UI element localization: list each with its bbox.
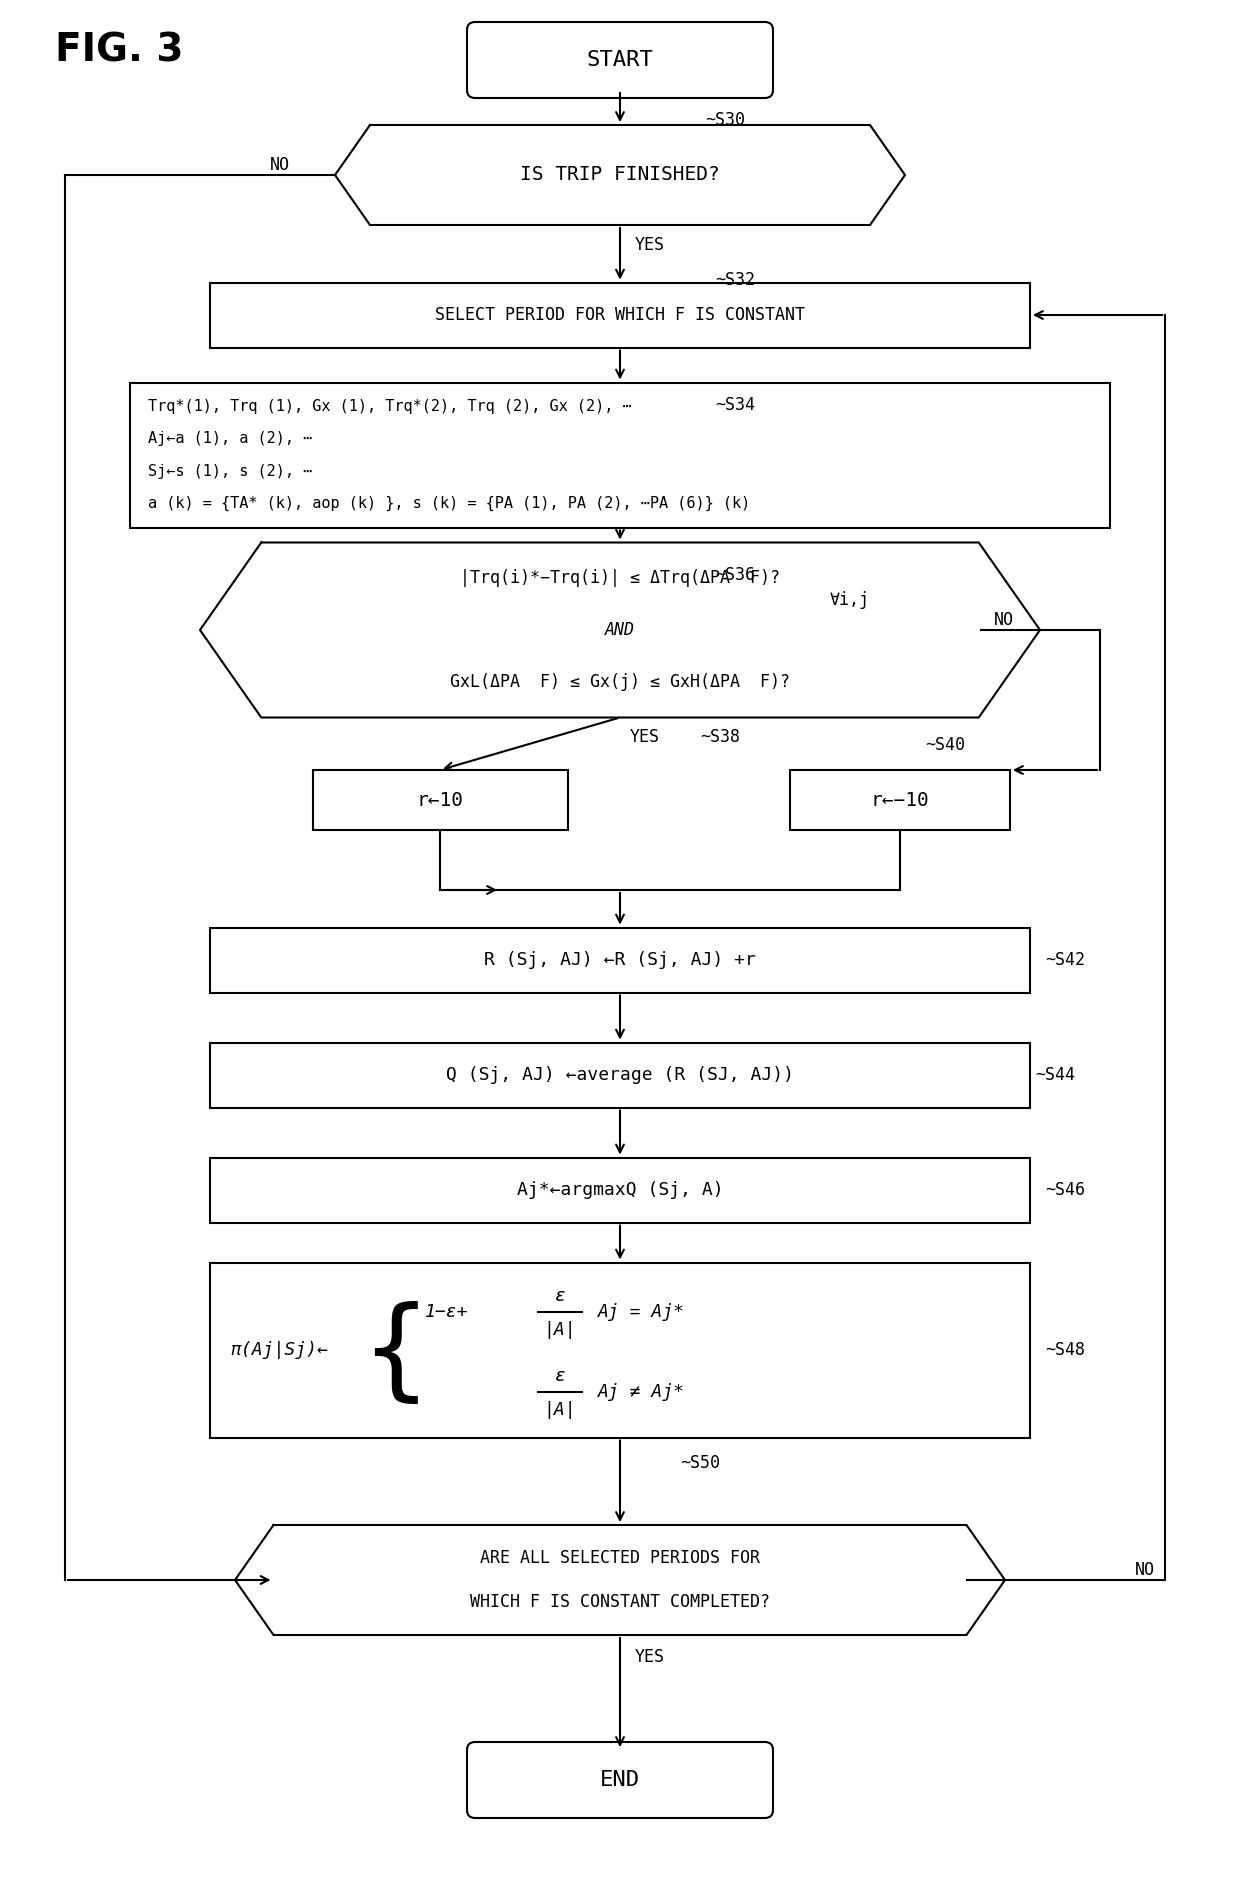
- Text: R (Sj, AJ) ←R (Sj, AJ) +r: R (Sj, AJ) ←R (Sj, AJ) +r: [484, 950, 756, 969]
- Bar: [130, 382, 1110, 527]
- Text: 1−ε+: 1−ε+: [425, 1303, 469, 1320]
- FancyBboxPatch shape: [467, 23, 773, 98]
- Text: r←10: r←10: [417, 790, 464, 810]
- Text: |A|: |A|: [543, 1320, 577, 1339]
- Text: |A|: |A|: [543, 1402, 577, 1419]
- Text: NO: NO: [270, 157, 290, 174]
- Text: YES: YES: [630, 729, 660, 746]
- Text: ~S34: ~S34: [715, 397, 755, 414]
- Bar: [210, 283, 1030, 348]
- Text: YES: YES: [635, 236, 665, 253]
- Text: Aj*←argmaxQ (Sj, A): Aj*←argmaxQ (Sj, A): [517, 1181, 723, 1200]
- Text: END: END: [600, 1770, 640, 1791]
- Text: FIG. 3: FIG. 3: [55, 30, 184, 70]
- Text: SELECT PERIOD FOR WHICH F IS CONSTANT: SELECT PERIOD FOR WHICH F IS CONSTANT: [435, 306, 805, 325]
- Text: ARE ALL SELECTED PERIODS FOR: ARE ALL SELECTED PERIODS FOR: [480, 1549, 760, 1568]
- Text: AND: AND: [605, 621, 635, 638]
- Text: ~S30: ~S30: [706, 111, 745, 128]
- Text: Aj ≠ Aj*: Aj ≠ Aj*: [598, 1383, 684, 1402]
- Bar: [210, 1262, 1030, 1438]
- Text: ~S40: ~S40: [925, 737, 965, 754]
- FancyBboxPatch shape: [467, 1742, 773, 1817]
- Polygon shape: [200, 542, 1040, 718]
- Polygon shape: [236, 1524, 1004, 1636]
- Text: {: {: [360, 1302, 430, 1409]
- Text: r←−10: r←−10: [870, 790, 929, 810]
- Text: START: START: [587, 49, 653, 70]
- Text: ~S50: ~S50: [680, 1453, 720, 1472]
- Text: WHICH F IS CONSTANT COMPLETED?: WHICH F IS CONSTANT COMPLETED?: [470, 1592, 770, 1611]
- Text: YES: YES: [635, 1647, 665, 1666]
- Bar: [210, 1043, 1030, 1107]
- Text: Aj = Aj*: Aj = Aj*: [598, 1303, 684, 1320]
- Polygon shape: [335, 125, 905, 225]
- Text: GxL(ΔPA  F) ≤ Gx(j) ≤ GxH(ΔPA  F)?: GxL(ΔPA F) ≤ Gx(j) ≤ GxH(ΔPA F)?: [450, 672, 790, 691]
- Text: ~S42: ~S42: [1045, 950, 1085, 969]
- Bar: [312, 771, 568, 829]
- Text: a (k) = {TA* (k), aop (k) }, s (k) = {PA (1), PA (2), ⋯PA (6)} (k): a (k) = {TA* (k), aop (k) }, s (k) = {PA…: [148, 495, 750, 510]
- Text: ε: ε: [554, 1368, 565, 1385]
- Text: ~S32: ~S32: [715, 270, 755, 289]
- Bar: [790, 771, 1011, 829]
- Bar: [210, 927, 1030, 992]
- Text: |Trq(i)*−Trq(i)| ≤ ΔTrq(ΔPA  F)?: |Trq(i)*−Trq(i)| ≤ ΔTrq(ΔPA F)?: [460, 569, 780, 587]
- Text: Trq*(1), Trq (1), Gx (1), Trq*(2), Trq (2), Gx (2), ⋯: Trq*(1), Trq (1), Gx (1), Trq*(2), Trq (…: [148, 399, 631, 414]
- Bar: [210, 1158, 1030, 1222]
- Text: ~S36: ~S36: [715, 567, 755, 584]
- Text: ∀i,j: ∀i,j: [830, 591, 870, 608]
- Text: IS TRIP FINISHED?: IS TRIP FINISHED?: [520, 166, 720, 185]
- Text: ~S38: ~S38: [701, 729, 740, 746]
- Text: ~S44: ~S44: [1035, 1065, 1075, 1084]
- Text: NO: NO: [993, 610, 1014, 629]
- Text: NO: NO: [1135, 1560, 1154, 1579]
- Text: Sj←s (1), s (2), ⋯: Sj←s (1), s (2), ⋯: [148, 463, 312, 478]
- Text: ε: ε: [554, 1286, 565, 1305]
- Text: Aj←a (1), a (2), ⋯: Aj←a (1), a (2), ⋯: [148, 431, 312, 446]
- Text: π(Aj|Sj)←: π(Aj|Sj)←: [229, 1341, 327, 1358]
- Text: Q (Sj, AJ) ←average (R (SJ, AJ)): Q (Sj, AJ) ←average (R (SJ, AJ)): [446, 1065, 794, 1084]
- Text: ~S48: ~S48: [1045, 1341, 1085, 1358]
- Text: ~S46: ~S46: [1045, 1181, 1085, 1200]
